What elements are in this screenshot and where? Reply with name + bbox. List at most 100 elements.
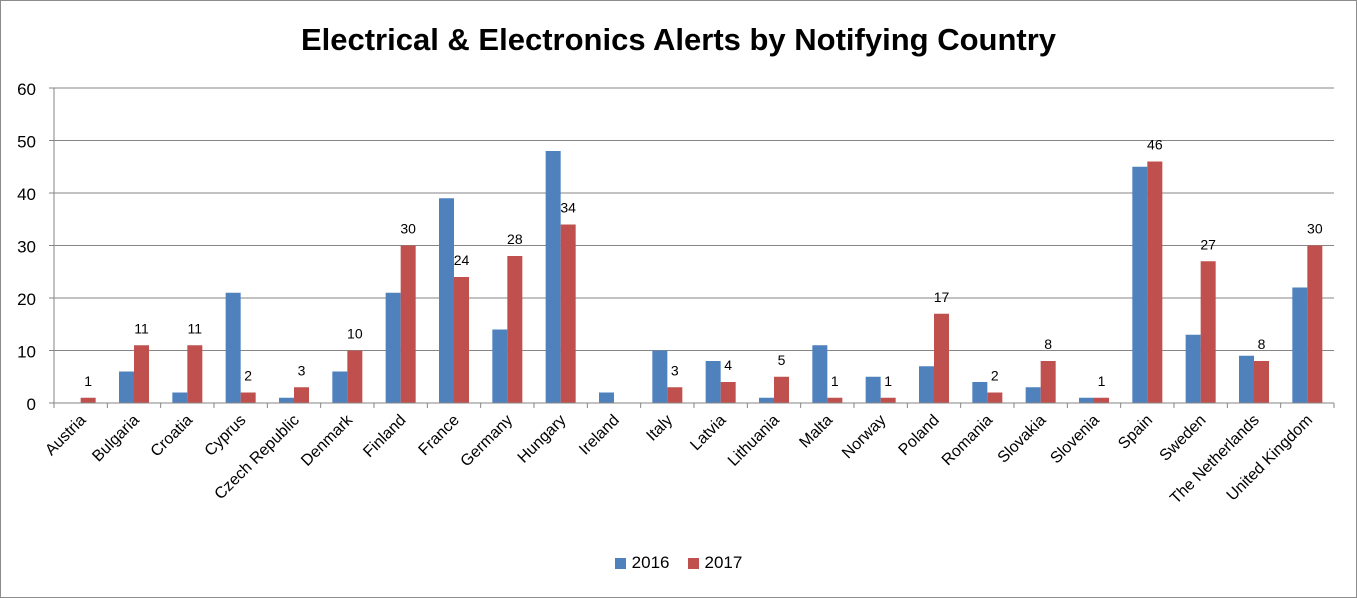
bar-2016 — [652, 350, 668, 403]
bar-2016 — [705, 361, 721, 403]
x-tick-label: Latvia — [687, 412, 729, 454]
data-label-2017: 24 — [454, 252, 470, 268]
chart-title: Electrical & Electronics Alerts by Notif… — [300, 22, 1057, 57]
legend-item-2017: 2017 — [687, 553, 743, 573]
data-label-2017: 46 — [1147, 137, 1163, 153]
bar-2017 — [934, 313, 949, 403]
legend-swatch-2017 — [687, 557, 699, 569]
y-tick-label: 0 — [27, 395, 36, 414]
bar-2016 — [972, 382, 988, 403]
bar-2017 — [240, 392, 256, 403]
x-tick-label: Denmark — [298, 411, 357, 470]
bar-2017 — [667, 387, 683, 403]
bar-2017 — [827, 397, 843, 403]
y-tick-label: 10 — [17, 343, 36, 362]
data-label-2017: 4 — [724, 357, 732, 373]
bar-2016 — [172, 392, 188, 403]
bar-2017 — [1307, 245, 1323, 403]
data-label-2017: 5 — [778, 352, 786, 368]
y-tick-label: 40 — [17, 185, 36, 204]
data-label-2017: 1 — [831, 373, 839, 389]
x-tick-label: Slovenia — [1047, 412, 1102, 467]
x-tick-label: Finland — [360, 412, 409, 461]
data-label-2017: 2 — [991, 368, 999, 384]
bar-2017 — [187, 345, 203, 403]
bar-2017 — [1094, 397, 1109, 403]
bar-2017 — [560, 224, 576, 403]
bar-2016 — [599, 392, 614, 403]
x-tick-label: Sweden — [1157, 412, 1210, 465]
data-label-2017: 28 — [507, 231, 523, 247]
bar-2017 — [774, 376, 789, 403]
bar-2016 — [385, 292, 401, 403]
data-label-2017: 3 — [671, 362, 679, 378]
data-label-2017: 8 — [1044, 336, 1052, 352]
x-tick-label: Romania — [939, 412, 996, 469]
x-tick-label: Spain — [1115, 412, 1156, 453]
x-tick-label: The Netherlands — [1167, 412, 1263, 508]
data-label-2017: 30 — [1307, 221, 1323, 237]
x-tick-label: France — [416, 412, 463, 459]
x-tick-label: Germany — [458, 412, 517, 471]
bar-2016 — [865, 376, 881, 403]
bar-2016 — [119, 371, 134, 403]
bar-2017 — [720, 382, 736, 403]
bar-2016 — [439, 198, 454, 403]
bar-2016 — [1239, 355, 1254, 403]
legend: 2016 2017 — [0, 553, 1357, 573]
bar-2017 — [134, 345, 149, 403]
bar-2017 — [1200, 261, 1216, 403]
data-label-2017: 34 — [560, 200, 576, 216]
bar-2017 — [347, 350, 363, 403]
bar-2016 — [332, 371, 348, 403]
bar-2017 — [880, 397, 896, 403]
bar-2017 — [1254, 361, 1269, 403]
x-tick-label: Lithuania — [725, 412, 783, 470]
legend-label-2016: 2016 — [631, 553, 670, 572]
data-label-2017: 17 — [934, 289, 950, 305]
bar-2017 — [80, 397, 96, 403]
x-tick-label: Austria — [42, 412, 89, 459]
data-label-2017: 1 — [84, 373, 92, 389]
bar-2016 — [1292, 287, 1308, 403]
bar-2016 — [225, 292, 241, 403]
bar-2016 — [919, 366, 934, 403]
bar-2016 — [545, 151, 561, 403]
bar-2017 — [1147, 161, 1163, 403]
x-tick-label: Poland — [896, 412, 943, 459]
y-tick-label: 60 — [17, 80, 36, 99]
bar-2016 — [812, 345, 828, 403]
data-label-2017: 27 — [1200, 236, 1216, 252]
data-label-2017: 11 — [188, 320, 203, 336]
bar-2017 — [1040, 361, 1056, 403]
y-tick-label: 50 — [17, 133, 36, 152]
y-tick-label: 20 — [17, 290, 36, 309]
x-tick-label: Norway — [839, 412, 889, 462]
data-label-2017: 8 — [1258, 336, 1266, 352]
data-label-2017: 30 — [400, 221, 416, 237]
bar-2016 — [492, 329, 508, 403]
x-tick-label: Bulgaria — [89, 412, 143, 466]
x-tick-label: Hungary — [515, 412, 570, 467]
data-label-2017: 1 — [1098, 373, 1106, 389]
x-tick-label: Croatia — [148, 412, 197, 461]
bar-2017 — [400, 245, 416, 403]
data-label-2017: 1 — [884, 373, 892, 389]
legend-label-2017: 2017 — [704, 553, 743, 572]
x-tick-label: Ireland — [576, 412, 623, 459]
data-label-2017: 11 — [134, 320, 149, 336]
bar-2017 — [987, 392, 1003, 403]
bar-2016 — [1025, 387, 1041, 403]
x-tick-label: Italy — [643, 412, 676, 445]
bar-2016 — [279, 397, 294, 403]
bar-2016 — [1185, 334, 1201, 403]
data-label-2017: 3 — [298, 362, 306, 378]
bar-2016 — [1132, 166, 1148, 403]
data-label-2017: 2 — [244, 368, 252, 384]
data-label-2017: 10 — [347, 326, 363, 342]
bar-2016 — [1079, 397, 1094, 403]
y-tick-label: 30 — [17, 238, 36, 257]
bar-2017 — [454, 277, 469, 403]
bar-2017 — [507, 256, 523, 403]
